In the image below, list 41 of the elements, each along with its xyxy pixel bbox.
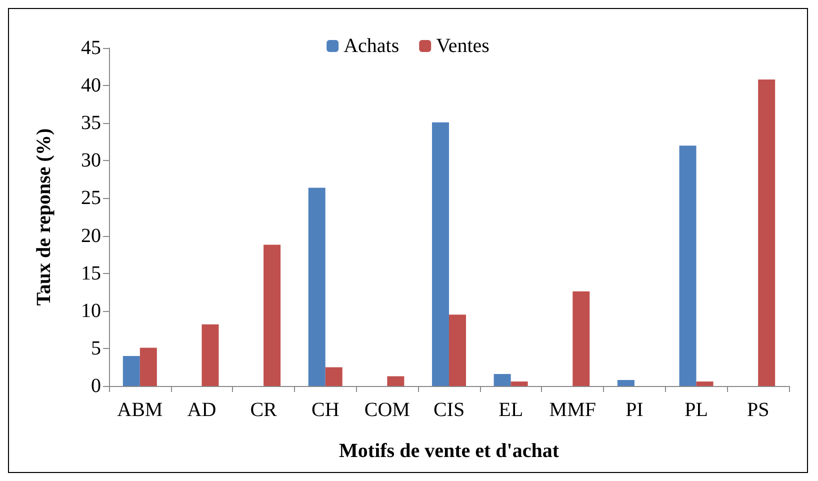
- bar: [572, 291, 590, 386]
- y-tick-label: 25: [81, 187, 101, 210]
- y-tick-label: 0: [91, 375, 101, 397]
- y-tick-label: 45: [81, 37, 101, 59]
- bar: [696, 381, 714, 386]
- legend-label: Ventes: [436, 35, 490, 57]
- x-tick-label: PI: [626, 399, 644, 421]
- y-tick-label: 5: [91, 337, 101, 360]
- y-tick-label: 30: [81, 150, 101, 172]
- y-tick-label: 40: [81, 74, 101, 97]
- x-tick-label: CR: [250, 399, 278, 421]
- bar: [325, 367, 342, 386]
- y-tick-label: 15: [81, 262, 101, 284]
- bar: [308, 188, 326, 386]
- x-tick-label: PL: [684, 399, 708, 421]
- x-tick-label: PS: [746, 399, 770, 421]
- x-tick-label: COM: [364, 399, 410, 421]
- bar: [432, 122, 449, 386]
- y-axis-title: Taux de reponse (%): [33, 128, 55, 306]
- bar: [758, 80, 776, 386]
- bar: [679, 146, 696, 386]
- bar: [494, 374, 511, 386]
- y-tick-label: 35: [81, 112, 101, 134]
- x-tick-label: ABM: [117, 399, 163, 421]
- y-tick-label: 10: [81, 300, 101, 322]
- x-axis-title: Motifs de vente et d'achat: [339, 440, 560, 462]
- x-tick-label: EL: [498, 399, 524, 421]
- x-tick-label: CIS: [433, 399, 465, 421]
- bar: [617, 380, 634, 386]
- x-tick-label: AD: [187, 399, 216, 421]
- x-tick-label: CH: [311, 399, 340, 421]
- bar: [122, 356, 140, 386]
- bar: [387, 376, 404, 386]
- bar: [510, 381, 528, 386]
- bar: [264, 244, 281, 386]
- bar: [140, 348, 157, 386]
- bar: [449, 314, 466, 386]
- y-tick-label: 20: [81, 224, 101, 247]
- bar: [202, 324, 219, 386]
- legend-label: Achats: [344, 35, 400, 57]
- x-tick-label: MMF: [549, 399, 596, 421]
